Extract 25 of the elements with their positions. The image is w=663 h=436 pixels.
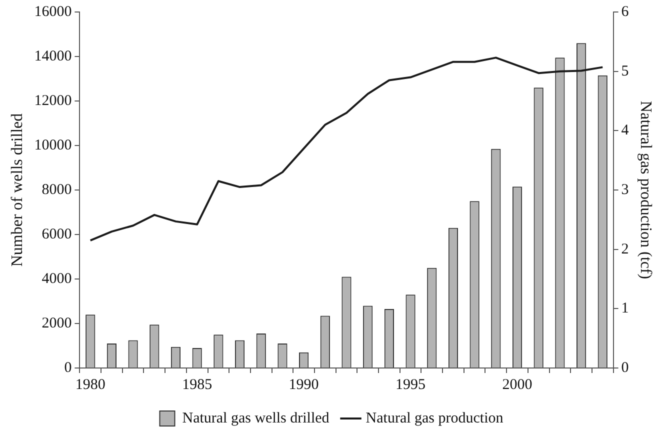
y2-axis-title: Natural gas production (tcf) <box>637 100 654 280</box>
y2-tick-label: 3 <box>621 182 629 198</box>
y-tick-label: 4000 <box>42 270 72 287</box>
y-tick-label: 16000 <box>34 4 72 20</box>
y-tick-label: 12000 <box>34 92 72 109</box>
y2-tick-label: 1 <box>621 300 629 317</box>
y-tick-label: 8000 <box>42 182 72 198</box>
y-tick-label: 0 <box>64 360 72 376</box>
x-tick-label: 1985 <box>182 376 212 393</box>
y2-tick-label: 4 <box>621 122 630 139</box>
y2-tick-label: 2 <box>621 241 629 258</box>
legend-label: Natural gas wells drilled <box>182 410 330 426</box>
y-tick-label: 10000 <box>34 137 72 154</box>
y-tick-label: 14000 <box>34 48 72 64</box>
x-tick-label: 1995 <box>396 376 426 393</box>
legend-label: Natural gas production <box>366 410 504 426</box>
y2-tick-label: 6 <box>621 4 630 20</box>
y2-tick-label: 0 <box>621 360 629 376</box>
x-tick-label: 1980 <box>75 376 106 393</box>
x-tick-label: 2000 <box>502 376 532 393</box>
y-axis-title: Number of wells drilled <box>8 113 26 267</box>
y-tick-label: 6000 <box>42 226 72 242</box>
x-tick-label: 1990 <box>288 376 319 393</box>
y2-tick-label: 5 <box>621 63 629 80</box>
y-tick-label: 2000 <box>42 315 72 332</box>
